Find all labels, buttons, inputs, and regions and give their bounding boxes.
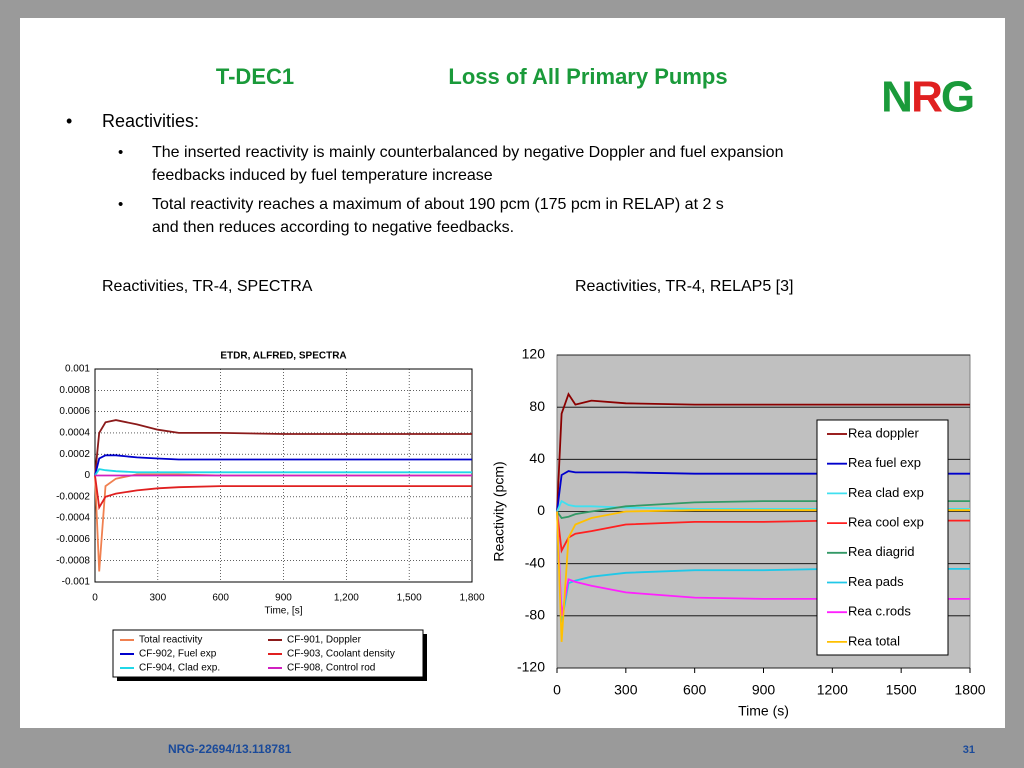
legend-label: CF-904, Clad exp. — [139, 663, 220, 674]
legend-label: CF-902, Fuel exp — [139, 649, 217, 660]
y-tick-label: 0.0002 — [59, 449, 90, 460]
x-tick-label: 1,200 — [334, 593, 359, 604]
logo-letter: R — [911, 73, 943, 122]
legend-label: Rea diagrid — [848, 544, 915, 559]
y-tick-label: 0.0004 — [59, 428, 90, 439]
logo-letter: N — [881, 73, 913, 122]
bullet: Reactivities: — [102, 111, 199, 131]
caption: Reactivities, TR-4, SPECTRA — [102, 278, 313, 295]
series-line — [94, 419, 472, 476]
page-number: 31 — [963, 744, 975, 756]
y-tick-label: -120 — [517, 659, 545, 675]
slide-title: Loss of All Primary Pumps — [448, 64, 727, 89]
x-axis-label: Time (s) — [738, 703, 789, 719]
legend-label: CF-901, Doppler — [287, 635, 362, 646]
bullet-dot: • — [118, 144, 123, 161]
legend-label: CF-903, Coolant density — [287, 649, 395, 660]
x-tick-label: 0 — [553, 682, 561, 698]
series-line — [94, 468, 472, 476]
x-tick-label: 600 — [683, 682, 707, 698]
y-tick-label: 80 — [529, 398, 545, 414]
y-tick-label: 120 — [522, 346, 546, 362]
y-tick-label: -0.0002 — [56, 491, 90, 502]
y-tick-label: 0.001 — [65, 364, 90, 375]
x-tick-label: 1800 — [954, 682, 985, 698]
legend-label: Total reactivity — [139, 635, 202, 646]
logo-letter: G — [941, 73, 975, 122]
y-tick-label: 0 — [84, 470, 90, 481]
x-tick-label: 1,800 — [459, 593, 484, 604]
legend-label: Rea fuel exp — [848, 455, 921, 470]
y-tick-label: -40 — [525, 554, 545, 570]
y-tick-label: 0.0008 — [59, 385, 90, 396]
x-tick-label: 1200 — [817, 682, 848, 698]
y-tick-label: 40 — [529, 450, 545, 466]
legend-label: Rea pads — [848, 574, 904, 589]
legend-label: Rea cool exp — [848, 515, 924, 530]
x-tick-label: 1500 — [886, 682, 917, 698]
x-tick-label: 1,500 — [397, 593, 422, 604]
y-tick-label: -0.001 — [62, 577, 91, 588]
x-tick-label: 900 — [752, 682, 776, 698]
legend — [816, 419, 949, 656]
x-tick-label: 300 — [614, 682, 638, 698]
x-tick-label: 300 — [149, 593, 166, 604]
series-line — [556, 392, 970, 512]
y-axis-label: Reactivity (pcm) — [491, 461, 507, 561]
x-tick-label: 0 — [92, 593, 98, 604]
chart-title: ETDR, ALFRED, SPECTRA — [220, 351, 346, 362]
x-tick-label: 600 — [212, 593, 229, 604]
x-tick-label: 900 — [275, 593, 292, 604]
y-tick-label: -80 — [525, 607, 545, 623]
x-axis-label: Time, [s] — [265, 606, 303, 617]
bullet-dot: • — [118, 196, 123, 213]
slide-code: T-DEC1 — [216, 64, 294, 89]
y-tick-label: -0.0008 — [56, 555, 90, 566]
caption: Reactivities, TR-4, RELAP5 [3] — [575, 278, 793, 295]
y-tick-label: -0.0004 — [56, 513, 90, 524]
footer-ref: NRG-22694/13.118781 — [168, 742, 292, 756]
series-line — [94, 475, 472, 511]
legend-label: CF-908, Control rod — [287, 663, 375, 674]
legend-label: Rea doppler — [848, 425, 919, 440]
legend-label: Rea c.rods — [848, 604, 911, 619]
bullet-dot: • — [66, 111, 72, 131]
series-line — [94, 454, 472, 476]
sub-bullet: The inserted reactivity is mainly counte… — [152, 144, 788, 184]
legend-label: Rea total — [848, 633, 900, 648]
y-tick-label: 0.0006 — [59, 406, 90, 417]
y-tick-label: 0 — [537, 502, 545, 518]
sub-bullet: Total reactivity reaches a maximum of ab… — [152, 196, 728, 236]
legend-label: Rea clad exp — [848, 485, 924, 500]
y-tick-label: -0.0006 — [56, 534, 90, 545]
